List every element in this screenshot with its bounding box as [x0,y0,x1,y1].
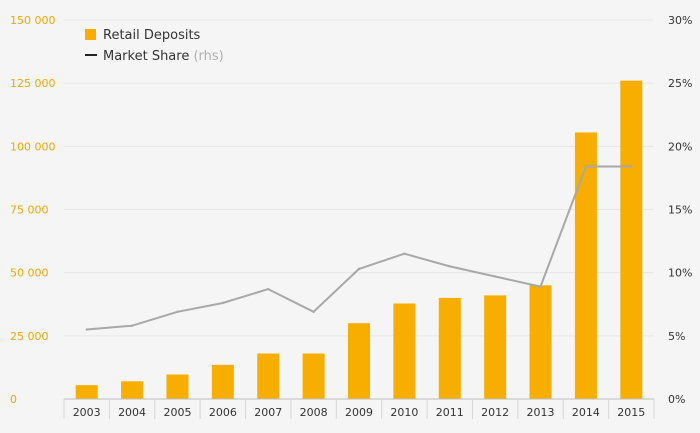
market-share-point-2007 [267,287,270,291]
bar-2010 [393,303,416,399]
legend-label-retail-deposits: Retail Deposits [103,28,201,43]
y-left-tick-label: 25 000 [10,330,49,343]
y-left-tick-label: 125 000 [10,77,56,90]
market-share-point-2010 [403,252,406,255]
x-tick-label: 2004 [118,406,146,419]
x-tick-label: 2007 [254,406,282,419]
market-share-point-2008 [312,310,315,314]
x-tick-label: 2003 [73,406,101,419]
market-share-point-2013 [539,285,542,288]
market-share-point-2012 [493,275,497,278]
y-left-tick-label: 150 000 [10,14,56,27]
x-tick-label: 2010 [390,406,418,419]
bar-2005 [166,374,189,399]
bar-2004 [121,381,144,399]
x-axis [63,398,655,419]
y-right-tick-label: 5% [668,330,685,343]
legend-label-market-share-name: Market Share [103,49,189,64]
y-right-tick-label: 0% [668,393,685,406]
x-tick-label: 2011 [436,406,464,419]
bar-2003 [75,385,98,399]
bar-2011 [438,297,461,399]
market-share-point-2015 [630,165,633,168]
bar-2015 [620,80,643,399]
x-tick-label: 2006 [209,406,237,419]
bar-2006 [211,364,234,399]
bar-2012 [484,295,507,399]
market-share-point-2005 [176,310,179,314]
y-right-tick-label: 15% [668,204,692,217]
y-right-tick-label: 20% [668,140,692,153]
market-share-point-2003 [85,328,88,331]
market-share-point-2014 [584,165,588,168]
legend-swatch-retail-deposits [85,29,96,40]
y-right-tick-label: 25% [668,77,692,90]
x-tick-label: 2015 [617,406,645,419]
market-share-line-group [85,165,633,331]
tick-labels: 0 25 000 50 000 75 000 100 000 125 000 150 000… [10,14,692,419]
y-left-tick-label: 75 000 [10,204,49,217]
bar-2009 [348,323,370,399]
y-left-tick-label: 100 000 [10,140,56,153]
y-right-tick-label: 10% [668,267,692,280]
y-right-tick-label: 30% [668,14,692,27]
x-tick-label: 2008 [300,406,328,419]
y-left-tick-label: 50 000 [10,267,49,280]
bar-2013 [529,285,552,399]
market-share-point-2004 [130,324,134,327]
x-tick-label: 2012 [481,406,509,419]
x-tick-label: 2014 [572,406,600,419]
bar-2007 [257,353,280,399]
legend-label-market-share: Market Share (rhs) [103,49,224,64]
x-tick-label: 2009 [345,406,373,419]
bar-2008 [302,353,325,399]
legend-label-market-share-suffix: (rhs) [193,49,223,64]
market-share-point-2009 [357,267,361,271]
retail-deposits-bars [75,80,643,400]
y-left-tick-label: 0 [10,393,17,406]
grid-lines [64,19,654,337]
bar-2014 [574,132,597,400]
legend: Retail Deposits Market Share (rhs) [85,28,224,64]
market-share-point-2011 [448,265,451,268]
x-tick-label: 2005 [163,406,191,419]
market-share-point-2006 [221,301,225,305]
x-tick-label: 2013 [527,406,555,419]
